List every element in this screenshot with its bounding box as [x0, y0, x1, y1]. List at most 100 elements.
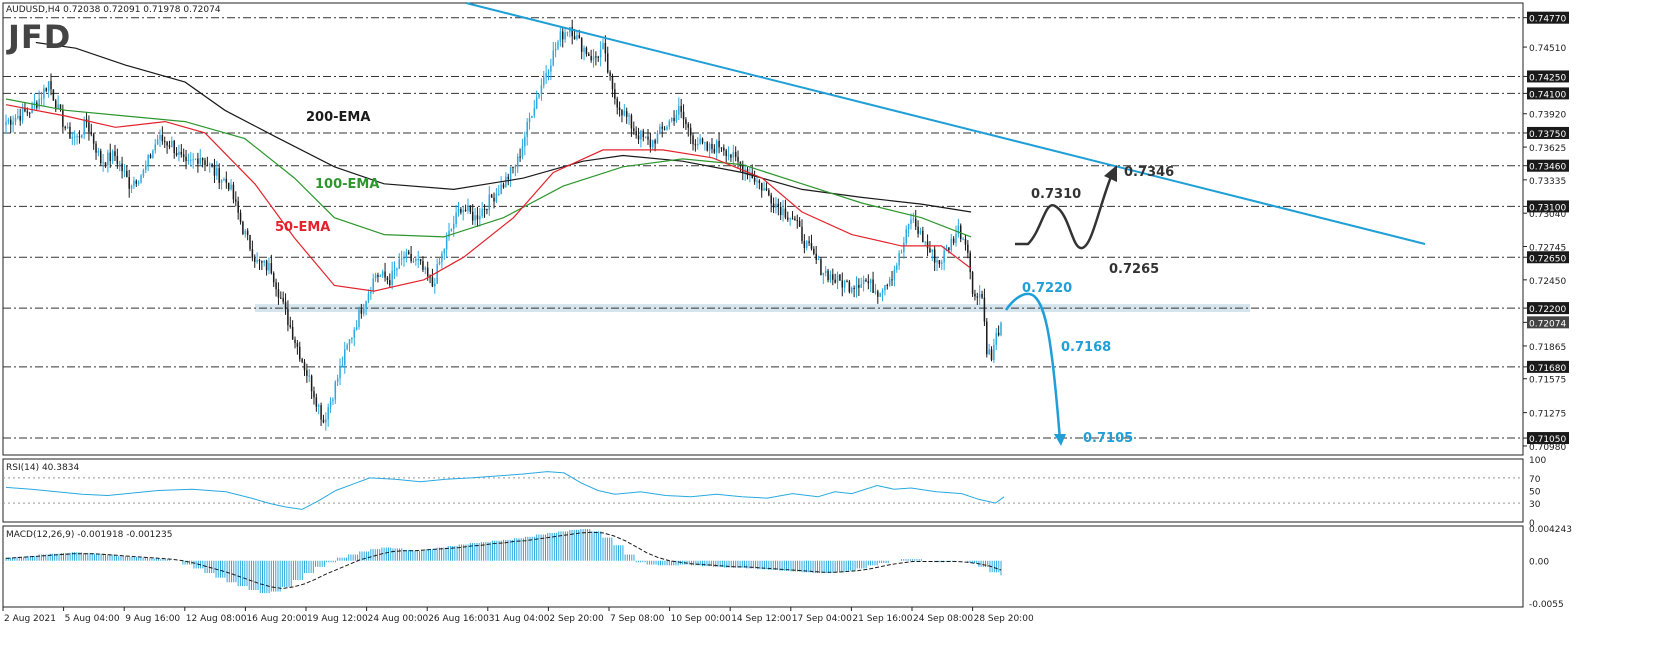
candle-body [590, 55, 592, 61]
bullish-scenario-path [1015, 173, 1114, 250]
candle-body [223, 178, 225, 181]
candle-body [905, 229, 907, 243]
candle-body [986, 321, 988, 355]
candle-body [597, 56, 600, 58]
candle-body [47, 81, 50, 91]
candle-body [834, 279, 836, 283]
candle-body [21, 108, 24, 121]
candle-body [602, 42, 604, 50]
candle-body [967, 244, 969, 253]
candle-body [367, 293, 370, 302]
candle-body [682, 111, 685, 120]
candle-body [498, 193, 500, 195]
candle-body [611, 76, 614, 90]
candle-body [969, 252, 971, 273]
candle-body [948, 247, 950, 250]
candle-body [910, 219, 912, 224]
candle-body [794, 218, 796, 221]
candle-body [481, 208, 483, 217]
candle-body [550, 65, 552, 72]
time-tick-label: 9 Aug 16:00 [125, 614, 180, 624]
price-tag-box [1527, 126, 1569, 139]
candle-body [566, 32, 569, 34]
candle-body [161, 134, 164, 142]
time-tick-label: 26 Aug 16:00 [428, 614, 489, 624]
candle-body [436, 264, 438, 284]
candle-body [680, 105, 682, 112]
candle-body [912, 218, 915, 220]
candle-body [377, 275, 379, 277]
candle-body [145, 164, 147, 171]
candle-body [192, 159, 194, 161]
price-tag-box [1527, 432, 1569, 445]
candle-body [708, 144, 711, 151]
candle-body [924, 241, 926, 243]
candle-body [689, 127, 692, 136]
candle-body [822, 273, 825, 276]
candle-body [83, 119, 85, 135]
candle-body [720, 147, 723, 149]
candle-body [154, 144, 156, 151]
candle-body [616, 98, 618, 108]
candle-body [384, 271, 386, 278]
candle-body [400, 258, 403, 260]
candle-body [322, 419, 325, 423]
candle-body [272, 273, 275, 283]
candle-body [355, 327, 358, 330]
candle-body [839, 274, 841, 281]
candle-body [884, 284, 886, 291]
ema-line [5, 104, 972, 292]
candle-body [334, 381, 337, 400]
candle-body [926, 241, 929, 249]
candle-body [235, 199, 237, 202]
candle-body [483, 208, 486, 210]
candle-body [199, 157, 202, 164]
candle-body [149, 155, 152, 158]
candle-body [336, 378, 339, 382]
time-tick-label: 17 Sep 04:00 [792, 614, 852, 624]
candle-body [263, 260, 265, 263]
candle-body [644, 136, 647, 138]
price-tick-label: 0.73335 [1529, 177, 1566, 187]
macd-title: MACD(12,26,9) -0.001918 -0.001235 [6, 530, 172, 540]
price-tag-box [1527, 87, 1569, 100]
candle-body [182, 154, 185, 157]
candle-body [974, 293, 976, 297]
candle-body [704, 142, 706, 144]
candle-body [540, 85, 543, 94]
candle-body [294, 339, 296, 344]
candle-body [893, 269, 896, 280]
candle-body [81, 134, 83, 138]
price-tick-label: 0.74510 [1529, 44, 1566, 54]
candle-body [445, 236, 448, 250]
candle-body [45, 88, 48, 91]
candle-body [374, 275, 377, 279]
candle-body [493, 197, 495, 202]
candle-body [578, 35, 581, 38]
candle-body [126, 170, 128, 178]
rsi-tick-label: 0 [1529, 519, 1535, 529]
candle-body [434, 283, 436, 287]
candle-body [208, 164, 211, 166]
candle-body [848, 281, 851, 293]
candle-body [109, 152, 111, 161]
candle-body [952, 238, 955, 243]
main-pane-frame [2, 2, 1524, 456]
time-tick-label: 24 Aug 00:00 [368, 614, 429, 624]
candle-body [237, 201, 239, 213]
candle-body [204, 160, 206, 166]
candle-body [289, 325, 292, 328]
candle-body [114, 151, 116, 156]
candle-body [232, 184, 235, 200]
candle-body [171, 140, 173, 147]
candle-body [685, 119, 687, 125]
candle-body [258, 260, 261, 262]
price-tag-box [1527, 316, 1569, 329]
candle-body [697, 144, 699, 146]
candle-body [419, 259, 422, 262]
candle-body [95, 143, 97, 153]
candle-body [166, 142, 168, 146]
candle-body [872, 279, 874, 293]
candle-body [116, 155, 119, 164]
candle-body [244, 230, 247, 235]
